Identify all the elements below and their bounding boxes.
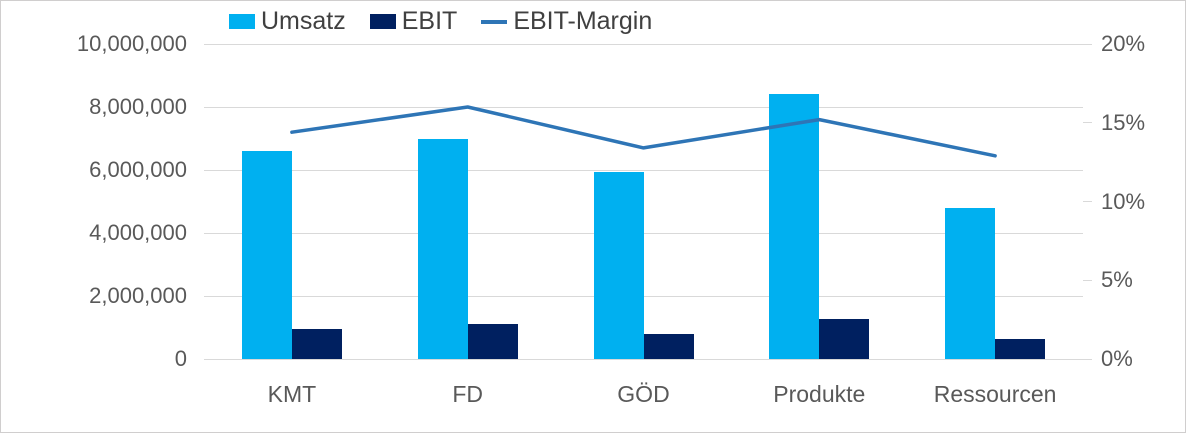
- legend-label-ebit: EBIT: [401, 7, 458, 35]
- y-axis-right-tick-label: 20%: [1101, 31, 1146, 56]
- plot-area: [204, 43, 1083, 360]
- legend-item-ebit: EBIT: [369, 7, 458, 35]
- ebit-swatch-icon: [369, 14, 396, 29]
- legend-label-umsatz: Umsatz: [261, 7, 346, 35]
- ebit-bar: [995, 339, 1046, 359]
- umsatz-bar: [769, 94, 820, 359]
- y-axis-left-tick-label: 0: [174, 346, 187, 371]
- y-axis-right-tick: [1083, 43, 1092, 45]
- gridline: [204, 106, 1083, 108]
- legend: Umsatz EBIT EBIT-Margin: [229, 9, 652, 34]
- ebit-margin-polyline: [290, 105, 997, 158]
- y-axis-left-tick-label: 2,000,000: [89, 283, 187, 308]
- y-axis-left-tick-label: 6,000,000: [89, 157, 187, 182]
- y-axis-right-tick-label: 10%: [1101, 188, 1146, 214]
- y-axis-right-tick: [1083, 358, 1092, 360]
- y-axis-left-tick-label: 10,000,000: [76, 31, 187, 56]
- ebit-bar: [819, 318, 870, 359]
- gridline: [204, 232, 1083, 234]
- x-axis-category-label: Produkte: [773, 381, 866, 407]
- y-axis-left-tick-label: 4,000,000: [89, 220, 187, 245]
- x-axis-category-label: KMT: [267, 381, 317, 407]
- y-axis-right-tick-label: 0%: [1101, 346, 1133, 371]
- legend-item-umsatz: Umsatz: [229, 9, 346, 34]
- gridline: [204, 295, 1083, 297]
- ebit-margin-line: [290, 105, 997, 158]
- legend-item-ebit-margin: EBIT-Margin: [481, 9, 652, 34]
- y-axis-right-tick: [1083, 122, 1092, 124]
- ebit-bar: [467, 323, 518, 359]
- gridline: [204, 169, 1083, 171]
- gridline: [204, 358, 1083, 360]
- x-axis-category-label: FD: [452, 381, 484, 407]
- ebit-bar: [291, 329, 342, 359]
- umsatz-bar: [945, 207, 996, 359]
- y-axis-right-tick-label: 5%: [1101, 267, 1133, 293]
- ebit-margin-line-swatch-icon: [481, 19, 508, 24]
- x-axis-category-label: GÖD: [617, 381, 670, 407]
- y-axis-right-tick: [1083, 279, 1092, 281]
- umsatz-bar: [241, 151, 292, 359]
- y-axis-right-tick: [1083, 201, 1092, 202]
- ebit-bar: [643, 333, 694, 359]
- y-axis-left-tick-label: 8,000,000: [89, 94, 187, 119]
- gridline: [204, 43, 1083, 45]
- umsatz-bar: [593, 171, 644, 359]
- x-axis-category-label: Ressourcen: [933, 381, 1057, 407]
- legend-label-ebit-margin: EBIT-Margin: [513, 7, 653, 35]
- y-axis-right-tick-label: 15%: [1101, 109, 1146, 135]
- umsatz-swatch-icon: [229, 14, 255, 29]
- umsatz-bar: [417, 138, 468, 359]
